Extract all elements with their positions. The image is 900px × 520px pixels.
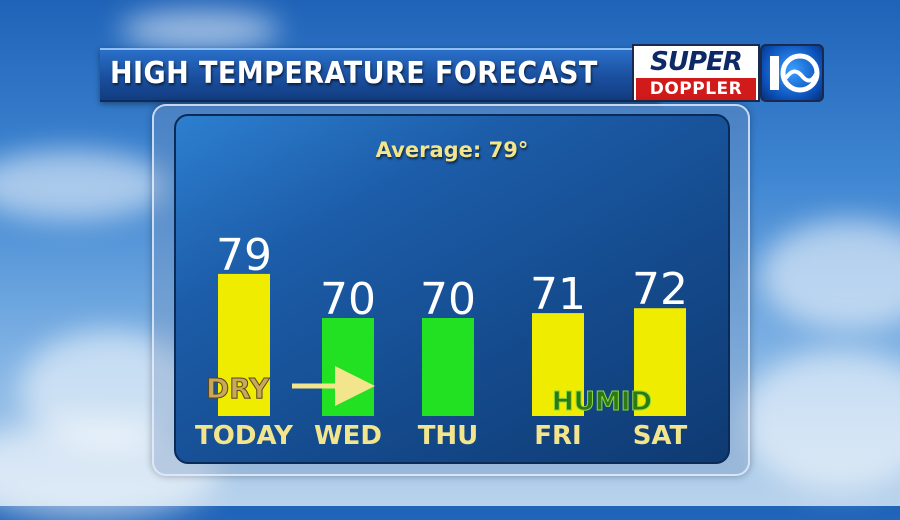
day-label-fri: FRI: [534, 421, 581, 451]
bar-today: [218, 273, 270, 416]
logo-wordmark: SUPER DOPPLER: [632, 44, 760, 102]
day-label-thu: THU: [418, 421, 479, 451]
bar-thu: [422, 318, 474, 416]
value-label-thu: 70: [420, 274, 476, 325]
cloud: [760, 220, 900, 330]
station-logo: SUPER DOPPLER: [632, 44, 824, 102]
bar-sat: [634, 308, 686, 416]
day-label-sat: SAT: [633, 421, 688, 451]
bar-wed: [322, 318, 374, 416]
bar-fri: [532, 313, 584, 416]
logo-super-text: SUPER: [650, 47, 743, 77]
wave-logo-icon: [760, 44, 824, 102]
cloud: [740, 350, 900, 490]
value-label-fri: 71: [530, 269, 586, 320]
value-label-today: 79: [216, 230, 272, 281]
value-label-sat: 72: [632, 264, 688, 315]
forecast-bar-chart: 79 TODAY 70 WED 70 THU 71 FRI 72 SAT DRY HUMID: [195, 230, 688, 451]
average-label: Average: 79°: [375, 138, 529, 162]
humid-annotation: HUMID: [552, 387, 652, 417]
value-label-wed: 70: [320, 274, 376, 325]
logo-doppler-text: DOPPLER: [636, 78, 756, 100]
day-label-today: TODAY: [195, 421, 294, 451]
dry-annotation: DRY: [206, 372, 270, 405]
title-bar: HIGH TEMPERATURE FORECAST: [100, 48, 660, 102]
cloud: [120, 10, 280, 50]
cloud: [0, 150, 170, 220]
day-label-wed: WED: [314, 421, 382, 451]
page-title: HIGH TEMPERATURE FORECAST: [110, 56, 598, 91]
logo-number-graphic: [770, 53, 820, 93]
